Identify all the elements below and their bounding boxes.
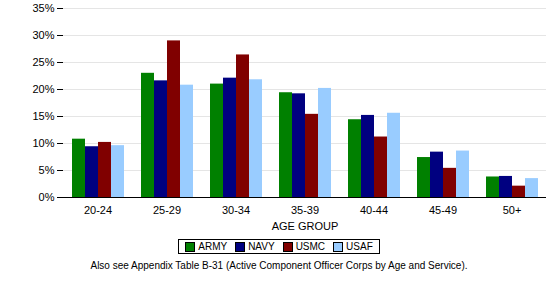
svg-text:30%: 30% <box>32 29 54 41</box>
svg-text:AGE GROUP: AGE GROUP <box>272 220 339 232</box>
svg-text:10%: 10% <box>32 137 54 149</box>
svg-text:0%: 0% <box>39 191 55 203</box>
svg-text:5%: 5% <box>39 164 55 176</box>
svg-text:50+: 50+ <box>503 204 522 216</box>
html-text:Also see Appendix Table B-31 (: Also see Appendix Table B-31 (Active Com… <box>90 260 468 271</box>
html-text:NAVY: NAVY <box>248 241 275 252</box>
svg-text:20-24: 20-24 <box>84 204 112 216</box>
svg-text:25-29: 25-29 <box>153 204 181 216</box>
html-text:USMC: USMC <box>295 241 326 252</box>
svg-text:30-34: 30-34 <box>222 204 250 216</box>
svg-text:45-49: 45-49 <box>429 204 457 216</box>
svg-text:40-44: 40-44 <box>360 204 388 216</box>
svg-text:25%: 25% <box>32 56 54 68</box>
svg-text:35%: 35% <box>32 2 54 14</box>
svg-text:35-39: 35-39 <box>291 204 319 216</box>
svg-text:20%: 20% <box>32 83 54 95</box>
html-text:ARMY: ARMY <box>198 241 228 252</box>
html-text:USAF: USAF <box>346 241 373 252</box>
svg-text:15%: 15% <box>32 110 54 122</box>
